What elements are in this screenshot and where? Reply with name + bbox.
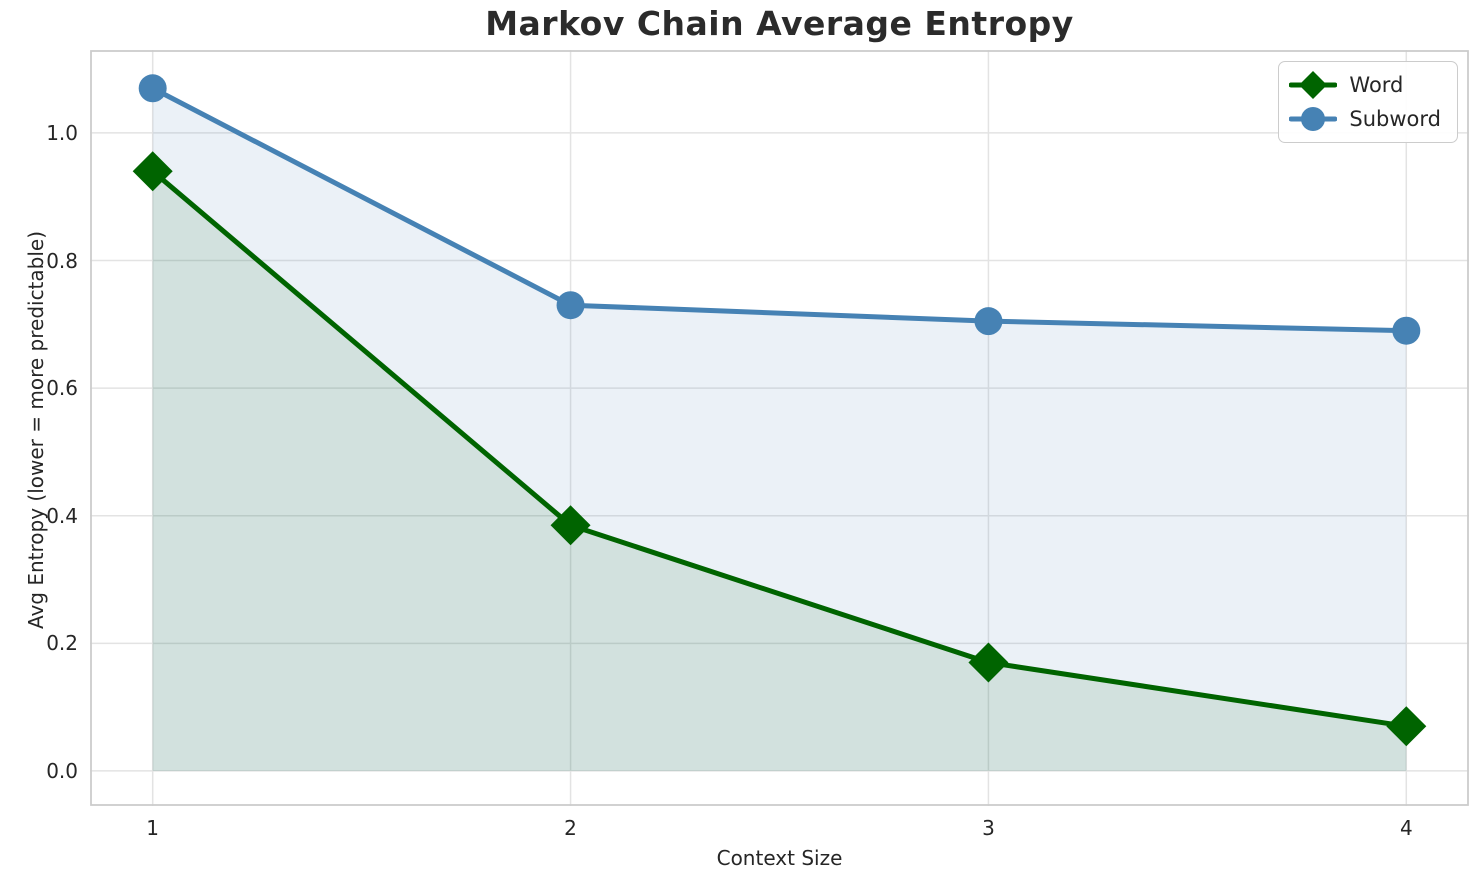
axes-border <box>90 50 1469 806</box>
x-tick-label: 2 <box>564 816 577 840</box>
y-tick-label: 0.4 <box>46 503 78 528</box>
plot-area <box>90 50 1469 806</box>
legend-item-label: Word <box>1349 73 1404 97</box>
y-tick-label: 0.8 <box>46 248 78 273</box>
legend: Word Subword <box>1278 61 1458 143</box>
series-markers-word <box>132 151 1427 747</box>
y-tick-label: 0.6 <box>46 376 78 401</box>
chart-canvas <box>90 50 1469 806</box>
legend-item-label: Subword <box>1349 107 1441 131</box>
chart-title: Markov Chain Average Entropy <box>485 4 1074 43</box>
y-axis-label: Avg Entropy (lower = more predictable) <box>24 230 48 630</box>
series-markers-subword <box>138 74 1421 345</box>
area-fill-subword <box>152 88 1407 771</box>
area-fill-word <box>152 171 1407 771</box>
circle-marker-icon <box>1289 107 1338 131</box>
y-tick-label: 1.0 <box>46 120 78 145</box>
legend-item-subword: Subword <box>1289 103 1441 135</box>
y-tick-label: 0.0 <box>46 758 78 783</box>
legend-item-word: Word <box>1289 69 1441 101</box>
y-tick-label: 0.2 <box>46 631 78 656</box>
gridlines <box>90 50 1469 806</box>
x-tick-label: 1 <box>146 816 160 840</box>
x-axis-label: Context Size <box>716 846 843 870</box>
diamond-marker-icon <box>1289 71 1338 99</box>
series-line-subword <box>150 85 1409 334</box>
x-tick-label: 3 <box>982 816 995 840</box>
x-tick-label: 4 <box>1399 816 1413 840</box>
series-line-word <box>150 168 1409 729</box>
